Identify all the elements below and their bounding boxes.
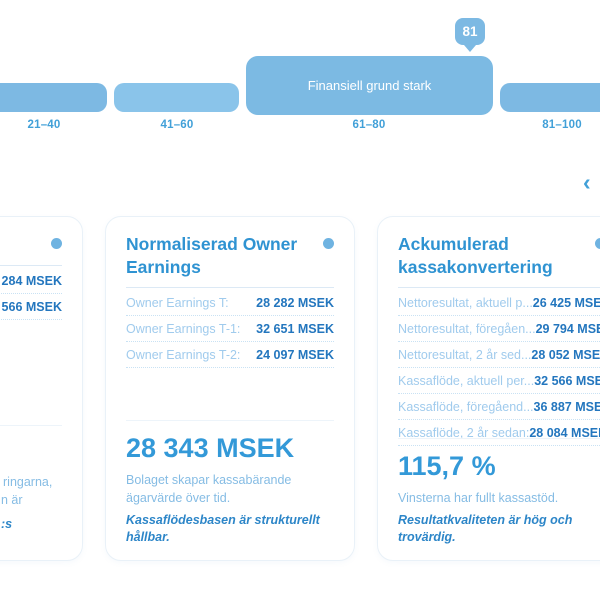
score-badge-pointer: [464, 45, 476, 52]
row-value: 284 MSEK: [1, 274, 62, 288]
row-label: Nettoresultat, 2 år sed...: [398, 348, 532, 362]
card-big-value: 115,7 %: [398, 451, 496, 481]
card-description: Vinsterna har fullt kassastöd.: [398, 491, 559, 505]
table-row: 566 MSEK: [0, 294, 62, 320]
status-dot-icon: [51, 238, 62, 249]
row-label: Nettoresultat, aktuell p...: [398, 296, 533, 310]
row-value: 28 282 MSEK: [256, 296, 334, 310]
row-label: Kassaflöde, 2 år sedan:: [398, 426, 530, 440]
table-row: Owner Earnings T-2: 24 097 MSEK: [126, 342, 334, 368]
divider: [126, 420, 334, 421]
metric-card-owner-earnings: Normaliserad Owner Earnings Owner Earnin…: [105, 216, 355, 561]
row-value: 566 MSEK: [1, 300, 62, 314]
divider: [398, 438, 600, 439]
row-value: 28 084 MSEK: [529, 426, 600, 440]
scale-segment-81-100: [500, 83, 600, 112]
table-row: Nettoresultat, aktuell p... 26 425 MSEK: [398, 290, 600, 316]
row-value: 36 887 MSEK: [533, 400, 600, 414]
card-title: Ackumulerad kassakonvertering: [398, 234, 553, 277]
scale-tick-41-60: 41–60: [160, 119, 194, 131]
row-label: Kassaflöde, aktuell per...: [398, 374, 535, 388]
carousel-prev-icon[interactable]: ‹: [583, 169, 591, 195]
table-row: Kassaflöde, föregåend... 36 887 MSEK: [398, 394, 600, 420]
row-value: 32 566 MSEK: [534, 374, 600, 388]
row-label: Kassaflöde, föregåend...: [398, 400, 534, 414]
card-conclusion-fragment: :s: [1, 517, 13, 531]
row-value: 28 052 MSEK: [531, 348, 600, 362]
scale-tick-81-100: 81–100: [542, 119, 582, 131]
scale-segment-41-60: [114, 83, 239, 112]
table-row: Owner Earnings T: 28 282 MSEK: [126, 290, 334, 316]
row-label: Nettoresultat, föregåen...: [398, 322, 536, 336]
card-header: [0, 233, 62, 257]
score-badge: 81: [455, 18, 485, 45]
divider: [126, 287, 334, 288]
row-value: 29 794 MSEK: [535, 322, 600, 336]
scale-tick-21-40: 21–40: [27, 119, 61, 131]
scale-segment-61-80-active: Finansiell grund stark: [246, 56, 493, 115]
divider: [0, 425, 62, 426]
divider: [398, 287, 600, 288]
card-description-fragment: ringarna,: [3, 475, 53, 489]
table-row: 284 MSEK: [0, 268, 62, 294]
card-conclusion: Kassaflödesbasen är strukturellt hållbar…: [126, 513, 320, 544]
table-row: Nettoresultat, föregåen... 29 794 MSEK: [398, 316, 600, 342]
divider: [0, 265, 62, 266]
table-row: Kassaflöde, aktuell per... 32 566 MSEK: [398, 368, 600, 394]
status-dot-icon: [323, 238, 334, 249]
row-label: Owner Earnings T-2:: [126, 348, 241, 362]
row-value: 24 097 MSEK: [256, 348, 334, 362]
card-title: Normaliserad Owner Earnings: [126, 234, 298, 277]
row-label: Owner Earnings T:: [126, 296, 229, 310]
score-badge-value: 81: [462, 24, 478, 39]
row-label: Owner Earnings T-1:: [126, 322, 241, 336]
card-conclusion: Resultatkvaliteten är hög och trovärdig.: [398, 513, 573, 544]
scale-segment-21-40: [0, 83, 107, 112]
table-row: Nettoresultat, 2 år sed... 28 052 MSEK: [398, 342, 600, 368]
card-big-value: 28 343 MSEK: [126, 433, 295, 463]
card-header: Ackumulerad kassakonvertering: [398, 233, 600, 279]
table-row: Kassaflöde, 2 år sedan: 28 084 MSEK: [398, 420, 600, 446]
row-value: 26 425 MSEK: [532, 296, 600, 310]
status-dot-icon: [595, 238, 600, 249]
card-description-fragment: n är: [1, 493, 23, 507]
metric-card-left: 284 MSEK 566 MSEK ringarna, n är :s: [0, 216, 83, 561]
active-segment-label: Finansiell grund stark: [307, 78, 432, 93]
card-description: Bolaget skapar kassabärande ägarvärde öv…: [126, 473, 292, 505]
metric-card-kassakonvertering: Ackumulerad kassakonvertering Nettoresul…: [377, 216, 600, 561]
card-header: Normaliserad Owner Earnings: [126, 233, 334, 279]
table-row: Owner Earnings T-1: 32 651 MSEK: [126, 316, 334, 342]
row-value: 32 651 MSEK: [256, 322, 334, 336]
scale-tick-61-80: 61–80: [352, 119, 386, 131]
